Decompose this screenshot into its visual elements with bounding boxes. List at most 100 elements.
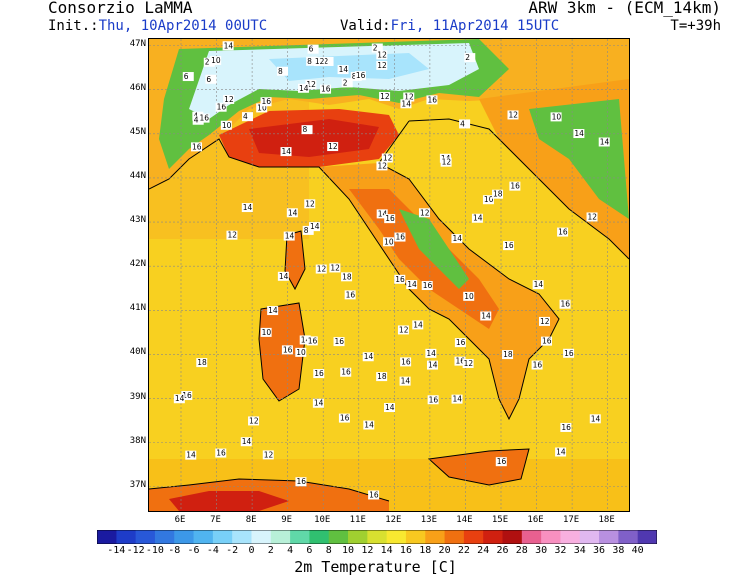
colorbar-swatch bbox=[290, 530, 310, 544]
isotherm-label: 12 bbox=[305, 199, 315, 208]
isotherm-label-bg bbox=[384, 403, 396, 413]
lat-label: 42N bbox=[129, 259, 146, 270]
colorbar-swatch bbox=[541, 530, 561, 544]
isotherm-label-bg bbox=[327, 142, 339, 152]
isotherm-label-bg bbox=[182, 72, 194, 82]
isotherm-label-bg bbox=[286, 208, 298, 218]
lat-label: 37N bbox=[129, 479, 146, 490]
isotherm-label: 14 bbox=[534, 280, 544, 289]
isotherm-label-bg bbox=[427, 395, 439, 405]
isotherm-label-bg bbox=[267, 306, 279, 316]
isotherm-label: 14 bbox=[453, 395, 463, 404]
colorbar-tick-label: 38 bbox=[612, 545, 625, 556]
isotherm-label: 12 bbox=[540, 317, 550, 326]
lat-label: 39N bbox=[129, 391, 146, 402]
isotherm-label-bg bbox=[256, 103, 268, 113]
colorbar-tick-label: 14 bbox=[380, 545, 393, 556]
isotherm-label: 4 bbox=[460, 119, 465, 128]
isotherm-label-bg bbox=[379, 91, 391, 101]
isotherm-label: 12 bbox=[315, 57, 325, 66]
colorbar-tick-label: 18 bbox=[419, 545, 432, 556]
isotherm-label: 2 bbox=[465, 53, 470, 62]
colorbar-tick-label: -6 bbox=[187, 545, 200, 556]
lon-label: 8E bbox=[245, 515, 257, 525]
isotherm-label-bg bbox=[538, 316, 550, 326]
isotherm-label-bg bbox=[333, 337, 345, 347]
isotherm-label-bg bbox=[203, 57, 215, 67]
isotherm-label: 12 bbox=[227, 231, 237, 240]
isotherm-label: 12 bbox=[377, 50, 387, 59]
isotherm-label-bg bbox=[340, 367, 352, 377]
isotherm-label: 16 bbox=[395, 275, 405, 284]
isotherm-label: 6 bbox=[309, 45, 314, 54]
isotherm-label: 10 bbox=[211, 56, 221, 65]
isotherm-label-bg bbox=[344, 290, 356, 300]
isotherm-label: 14 bbox=[428, 361, 438, 370]
isotherm-label-bg bbox=[462, 358, 474, 368]
isotherm-label: 12 bbox=[377, 161, 387, 170]
colorbar-swatch bbox=[251, 530, 272, 544]
isotherm-label-bg bbox=[192, 115, 204, 125]
isotherm-label: 12 bbox=[330, 263, 340, 272]
isotherm-label: 16 bbox=[564, 349, 574, 358]
peninsula-warm bbox=[349, 189, 499, 329]
isotherm-label: 14 bbox=[314, 399, 324, 408]
isotherm-label-bg bbox=[376, 372, 388, 382]
isotherm-label: 16 bbox=[385, 214, 395, 223]
lat-label: 38N bbox=[129, 435, 146, 446]
lon-label: 9E bbox=[281, 515, 293, 525]
isotherm-label-bg bbox=[399, 376, 411, 386]
isotherm-label-bg bbox=[586, 212, 598, 222]
isotherm-label: 8 bbox=[307, 57, 312, 66]
isotherm-label-bg bbox=[198, 113, 210, 123]
isotherm-label-bg bbox=[507, 110, 519, 120]
isotherm-label-bg bbox=[403, 92, 415, 102]
lat-label: 46N bbox=[129, 82, 146, 93]
isotherm-label: 12 bbox=[464, 359, 474, 368]
colorbar-swatch bbox=[444, 530, 465, 544]
colorbar-swatch bbox=[618, 530, 639, 544]
lat-label: 40N bbox=[129, 347, 146, 358]
isotherm-label: 14 bbox=[413, 320, 423, 329]
isotherm-label-bg bbox=[362, 352, 374, 362]
isotherm-label: 16 bbox=[497, 457, 507, 466]
isotherm-label: 16 bbox=[314, 369, 324, 378]
colorbar-tick-label: -2 bbox=[226, 545, 239, 556]
colorbar-tick-label: 8 bbox=[325, 545, 332, 556]
temperature-map: 1621248102212214462141210814168441216121… bbox=[148, 38, 630, 512]
isotherm-label-bg bbox=[313, 369, 325, 379]
isotherm-label-bg bbox=[559, 299, 571, 309]
isotherm-label-bg bbox=[181, 391, 193, 401]
colorbar-tick-label: -14 bbox=[107, 545, 126, 556]
colorbar-tick-label: 4 bbox=[287, 545, 294, 556]
isotherm-label-bg bbox=[503, 241, 515, 251]
isotherm-label-bg bbox=[421, 281, 433, 291]
isotherm-label: 16 bbox=[216, 449, 226, 458]
lat-label: 45N bbox=[129, 126, 146, 137]
colorbar-tick-label: 16 bbox=[399, 545, 412, 556]
isotherm-label: 10 bbox=[296, 348, 306, 357]
isotherm-label-bg bbox=[394, 232, 406, 242]
isotherm-label-bg bbox=[205, 74, 217, 84]
isotherm-label: 16 bbox=[542, 337, 552, 346]
isotherm-label-bg bbox=[550, 112, 562, 122]
isotherm-label: 16 bbox=[423, 281, 433, 290]
isotherm-label: 12 bbox=[224, 95, 234, 104]
isotherm-label-bg bbox=[173, 394, 185, 404]
isotherm-label-bg bbox=[440, 157, 452, 167]
isotherm-label-bg bbox=[383, 237, 395, 247]
isotherm-label-bg bbox=[295, 477, 307, 487]
isotherm-label: 16 bbox=[217, 103, 227, 112]
isotherm-label-bg bbox=[262, 450, 274, 460]
isotherm-label: 16 bbox=[429, 395, 439, 404]
isotherm-label: 14 bbox=[186, 451, 196, 460]
isotherm-label: 16 bbox=[558, 228, 568, 237]
isotherm-label-bg bbox=[495, 457, 507, 467]
isotherm-label: 14 bbox=[452, 234, 462, 243]
isotherm-label-bg bbox=[341, 78, 353, 88]
isotherm-label-bg bbox=[412, 320, 424, 330]
isotherm-label: 14 bbox=[385, 403, 395, 412]
isotherm-label: 4 bbox=[194, 116, 199, 125]
colorbar-swatch bbox=[270, 530, 291, 544]
isotherm-label: 16 bbox=[340, 414, 350, 423]
